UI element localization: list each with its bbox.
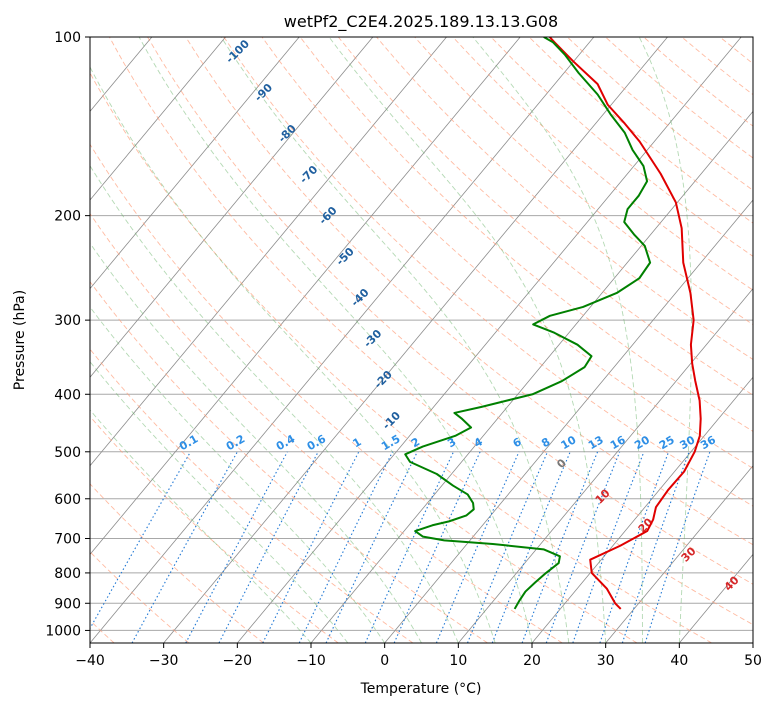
mixing-ratio-line	[185, 451, 288, 643]
moist-adiabat-line	[90, 361, 349, 643]
mixing-ratio-line	[545, 451, 621, 643]
x-tick-label: 0	[380, 653, 389, 669]
isotherm-line	[90, 37, 447, 467]
dry-adiabat-line	[376, 37, 753, 361]
temperature-profile-line	[548, 37, 702, 610]
mixing-ratio-line	[298, 451, 394, 643]
x-tick-label: −30	[149, 653, 179, 669]
dry-adiabat-line	[337, 37, 753, 396]
axes: −40 −30 −20 −10 0 10 20 30 40 50 100 200 300 400 500 60…	[45, 30, 762, 669]
x-tick-label: 40	[670, 653, 688, 669]
isotherm-line	[90, 37, 226, 201]
isotherm-line	[458, 287, 753, 643]
x-axis-title: Temperature (°C)	[360, 681, 482, 697]
isotherm-line	[163, 37, 668, 643]
x-tick-label: −10	[296, 653, 326, 669]
isotherm-line	[237, 37, 742, 643]
dry-adiabat-line	[90, 348, 414, 643]
plot-frame	[89, 36, 754, 644]
mixing-ratio-line	[572, 451, 645, 643]
y-tick-label: 300	[54, 313, 81, 329]
moist-adiabat-line	[220, 37, 570, 643]
dry-adiabat-line	[90, 72, 712, 643]
y-tick-label: 900	[54, 596, 81, 612]
mixing-ratio-line	[491, 451, 571, 643]
background-lines	[90, 37, 753, 643]
dry-adiabat-line	[261, 37, 753, 469]
isotherm-line	[90, 37, 300, 290]
mixing-ratio-line	[131, 451, 238, 643]
moist-adiabat-line	[328, 37, 607, 643]
isotherm-line	[90, 37, 521, 556]
y-tick-label: 800	[54, 566, 81, 582]
dry-adiabat-line	[147, 37, 753, 585]
dry-adiabat-line	[90, 483, 264, 643]
moist-adiabat-line	[90, 409, 312, 643]
mixing-ratio-line	[644, 451, 711, 643]
dry-adiabat-line	[185, 37, 753, 546]
moist-adiabat-line	[472, 37, 643, 643]
dry-adiabat-line	[90, 143, 638, 643]
dry-adiabat-line	[90, 212, 563, 643]
isotherm-line	[531, 376, 753, 643]
mixing-ratio-line	[521, 451, 599, 643]
y-tick-label: 100	[54, 30, 81, 46]
x-tick-label: 20	[523, 653, 541, 669]
y-tick-label: 200	[54, 209, 81, 225]
mixing-ratio-line	[621, 451, 690, 643]
moist-adiabat-line	[90, 242, 422, 643]
mixing-ratio-line	[466, 451, 549, 643]
mixing-ratio-line	[435, 451, 520, 643]
mixing-ratio-line	[599, 451, 670, 643]
y-tick-label: 500	[54, 445, 81, 461]
y-tick-label: 400	[54, 387, 81, 403]
x-tick-label: −20	[223, 653, 253, 669]
y-tick-label: 1000	[45, 623, 81, 639]
isotherm-line	[605, 465, 753, 643]
moist-adiabat-line	[90, 66, 496, 643]
mixing-ratio-line	[262, 451, 360, 643]
y-tick-label: 700	[54, 532, 81, 548]
x-tick-label: 10	[449, 653, 467, 669]
dry-adiabat-line	[108, 37, 753, 626]
x-tick-label: 30	[597, 653, 615, 669]
x-tick-label: 50	[744, 653, 762, 669]
isotherm-line	[90, 37, 374, 378]
moist-adiabat-line	[90, 306, 386, 643]
x-tick-label: −40	[75, 653, 105, 669]
moist-adiabat-line	[638, 37, 693, 643]
moist-adiabat-line	[90, 164, 459, 643]
dry-adiabat-line	[90, 280, 488, 643]
y-axis-title: Pressure (hPa)	[12, 290, 28, 390]
y-tick-label: 600	[54, 492, 81, 508]
isotherm-line	[90, 37, 595, 643]
profile-lines	[404, 37, 702, 610]
chart-title: wetPf2_C2E4.2025.189.13.13.G08	[284, 12, 558, 32]
dewpoint-profile-line	[404, 37, 652, 610]
moist-adiabat-line	[138, 37, 533, 643]
